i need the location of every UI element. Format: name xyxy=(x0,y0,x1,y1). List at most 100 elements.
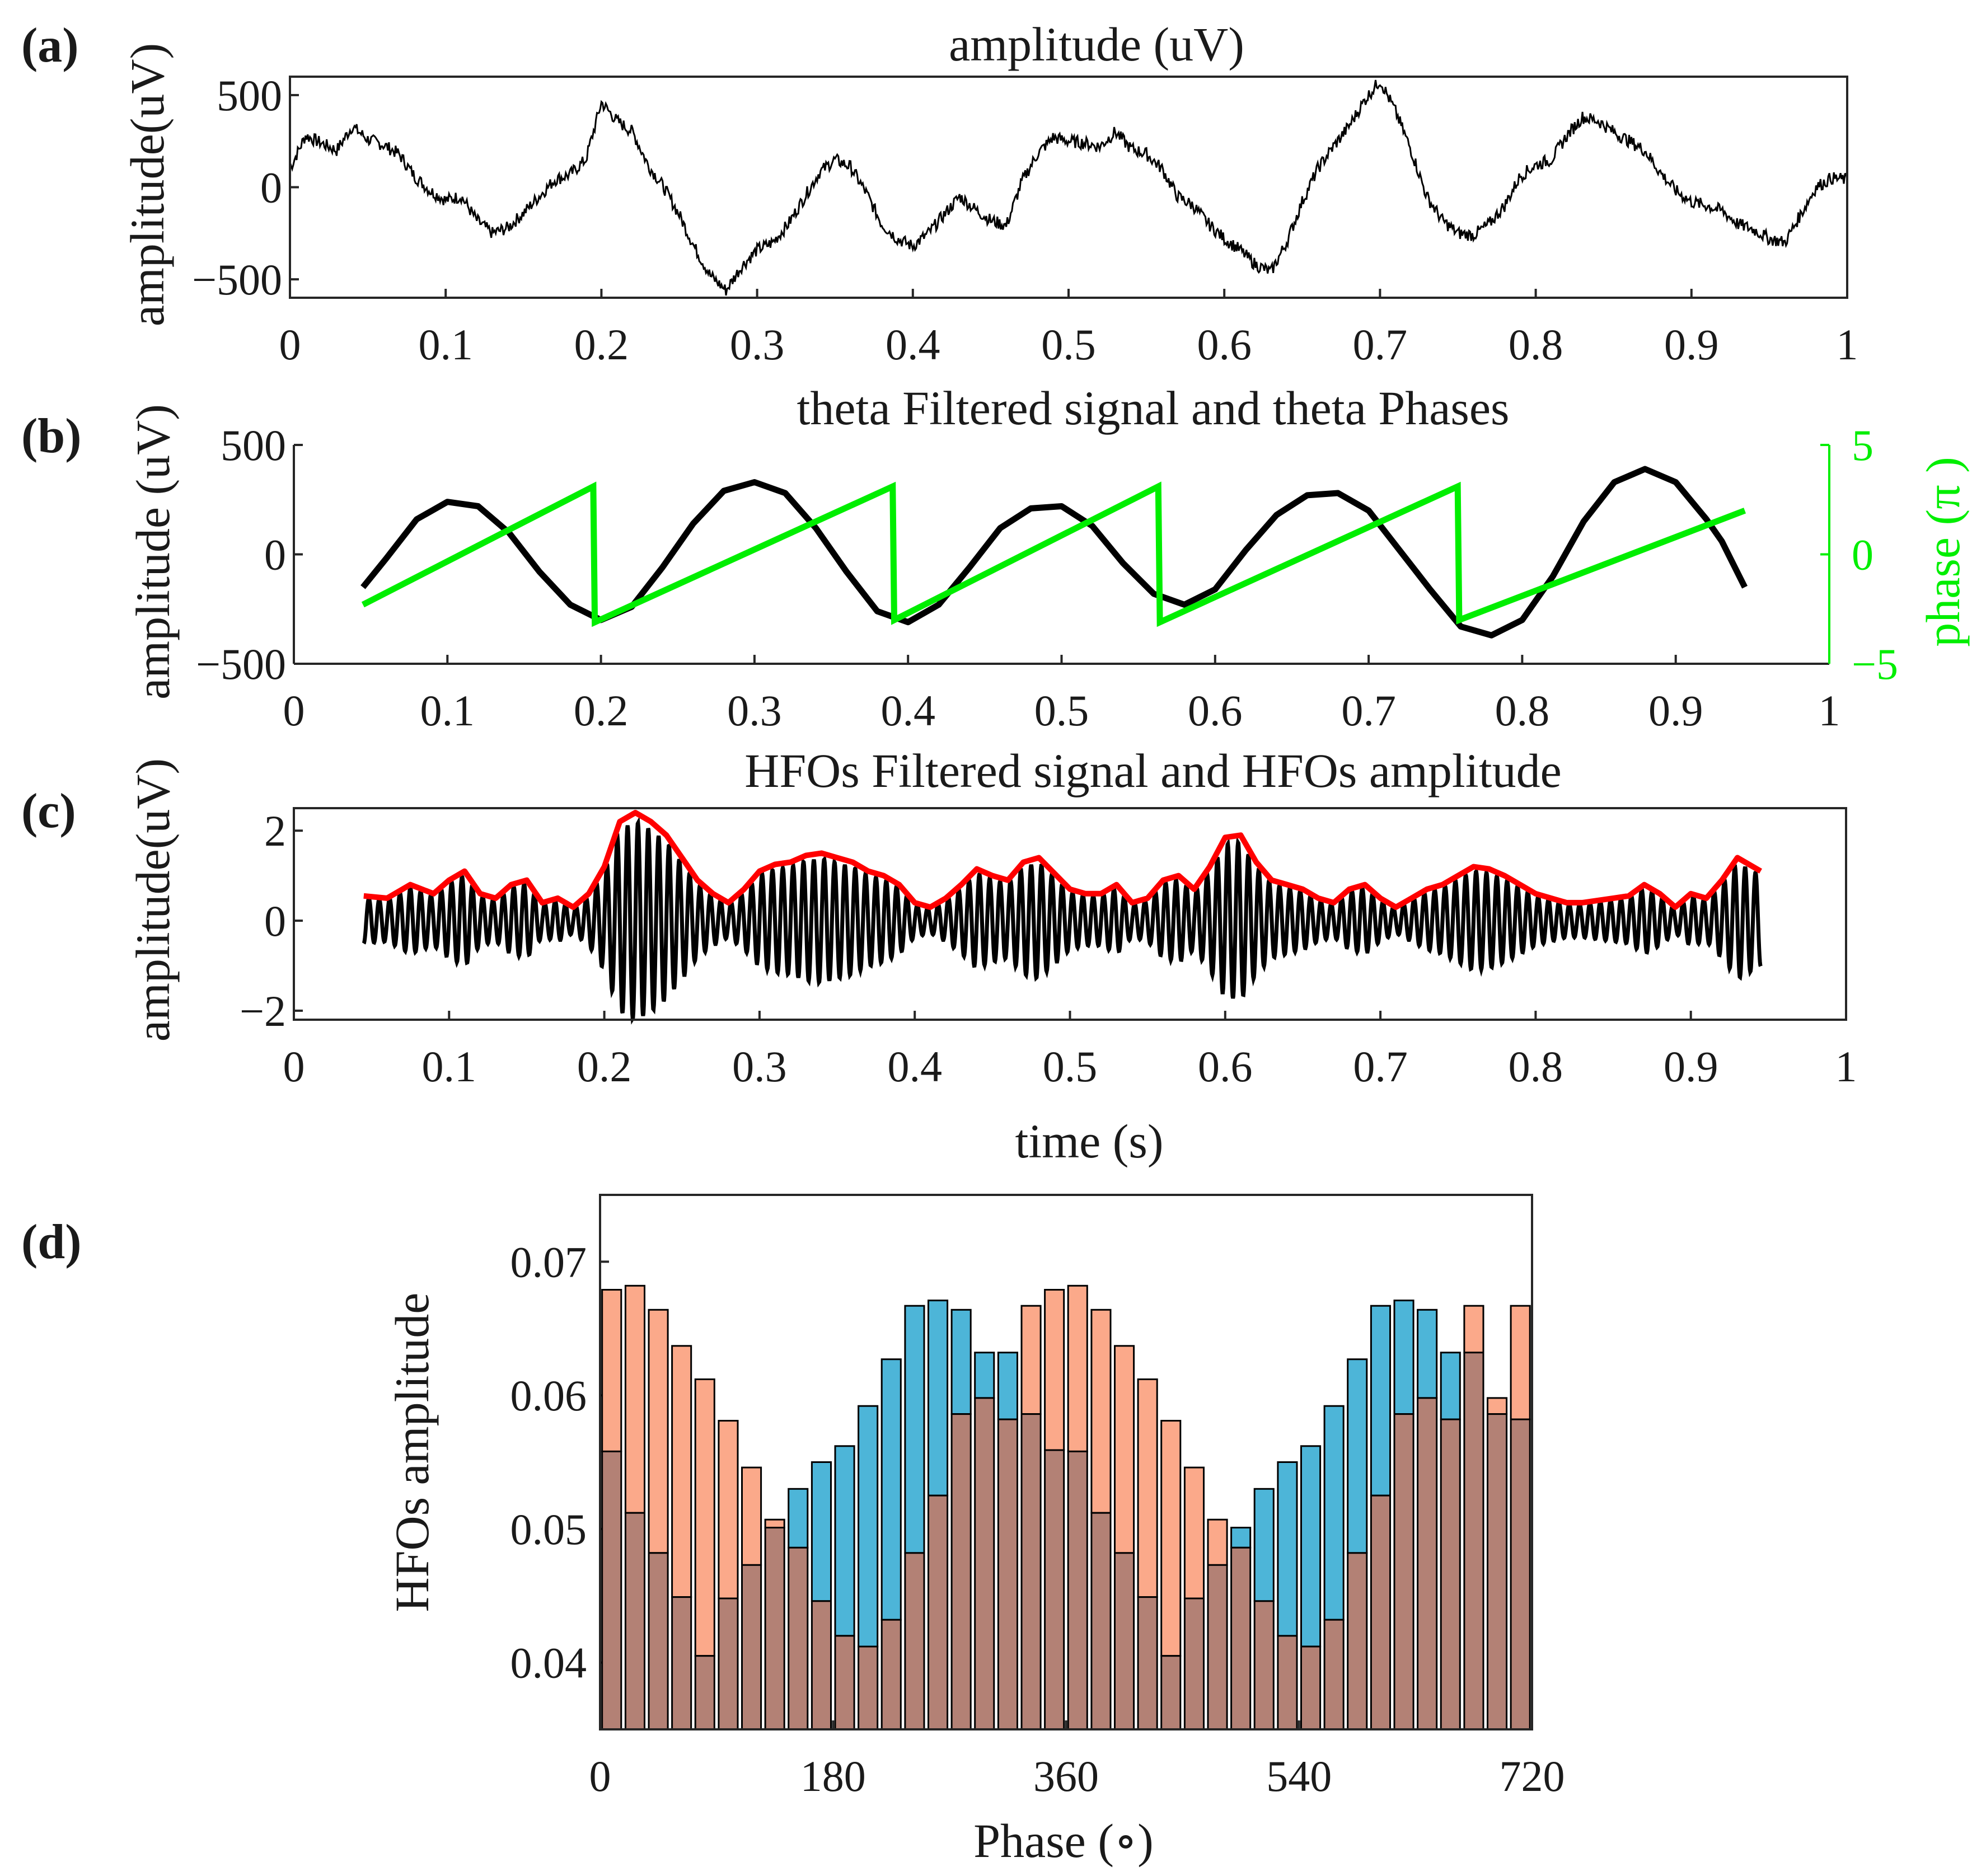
bar-overlap xyxy=(928,1494,949,1730)
bar-overlap xyxy=(1300,1645,1322,1730)
bar-orange xyxy=(671,1345,692,1598)
bar-orange xyxy=(1207,1518,1228,1566)
panel-b-xtick-label: 0.4 xyxy=(880,686,935,735)
bar-orange xyxy=(1020,1305,1042,1415)
panel-a-xtick-label: 0.9 xyxy=(1664,320,1719,369)
panel-c-ytick-label: 0 xyxy=(264,897,286,945)
panel-b-data xyxy=(360,466,1748,639)
bar-overlap xyxy=(718,1597,739,1730)
panel-c-xtick-label: 0.8 xyxy=(1509,1042,1563,1091)
panel-d-ytick-label: 0.06 xyxy=(510,1371,587,1420)
bar-overlap xyxy=(1253,1600,1275,1730)
bar-overlap xyxy=(950,1413,972,1730)
panel-a-xtick-label: 0.7 xyxy=(1353,320,1408,369)
bar-blue xyxy=(1393,1300,1414,1415)
bar-overlap xyxy=(1370,1494,1391,1730)
panel-d-xtick-label: 540 xyxy=(1266,1752,1332,1800)
panel-c-label: (c) xyxy=(21,784,76,838)
panel-d-xtick-label: 720 xyxy=(1500,1752,1565,1800)
panel-b-title: theta Filtered signal and theta Phases xyxy=(797,381,1510,435)
panel-b-xtick-label: 0.6 xyxy=(1188,686,1243,735)
panel-c-ytick-label: −2 xyxy=(240,987,286,1035)
bar-overlap xyxy=(1183,1597,1205,1730)
bar-blue xyxy=(1323,1405,1345,1621)
panel-c-ylabel: amplitude(uV) xyxy=(126,758,180,1042)
panel-c-axes-frame xyxy=(293,807,1847,1021)
panel-d-ticks: 0 180 360 540 720 0.07 0.06 0.05 0.04 xyxy=(510,1237,1565,1800)
panel-c-xtick-label: 0 xyxy=(283,1042,305,1091)
bar-overlap xyxy=(858,1645,879,1730)
bar-overlap xyxy=(1067,1450,1088,1730)
bar-overlap xyxy=(1230,1546,1252,1730)
panel-b-ytick-right-label: 0 xyxy=(1852,531,1873,579)
bar-blue xyxy=(834,1445,855,1637)
panel-a-label: (a) xyxy=(21,18,79,73)
bar-overlap xyxy=(1417,1397,1438,1730)
panel-b: (b) theta Filtered signal and theta Phas… xyxy=(21,381,1970,735)
bar-overlap xyxy=(1463,1352,1484,1730)
bar-orange xyxy=(1510,1305,1531,1420)
panel-b-ticks: 0 0.1 0.2 0.3 0.4 0.5 0.6 0.7 0.8 0.9 15000−50050−… xyxy=(196,421,1898,735)
panel-d-xtick-label: 0 xyxy=(589,1752,611,1800)
bar-orange xyxy=(1463,1305,1484,1354)
bar-blue xyxy=(811,1461,832,1602)
bar-overlap xyxy=(1347,1552,1368,1730)
bar-orange xyxy=(624,1284,646,1514)
bar-orange xyxy=(1090,1308,1112,1514)
bar-overlap xyxy=(601,1450,622,1730)
panel-a-data xyxy=(289,79,1848,296)
panel-b-xtick-label: 0.7 xyxy=(1341,686,1396,735)
bar-overlap xyxy=(671,1596,692,1730)
panel-c: (c) HFOs Filtered signal and HFOs amplit… xyxy=(21,744,1857,1168)
bar-overlap xyxy=(997,1418,1019,1730)
bar-blue xyxy=(950,1308,972,1415)
bar-overlap xyxy=(1160,1655,1182,1730)
panel-a-ytick-label: 500 xyxy=(217,71,282,120)
bar-blue xyxy=(788,1488,809,1549)
theta-phase-line xyxy=(361,481,1746,627)
bar-overlap xyxy=(1510,1418,1531,1730)
bar-overlap xyxy=(880,1619,902,1730)
bar-blue xyxy=(1440,1352,1461,1420)
bar-blue xyxy=(880,1358,902,1621)
panel-c-xtick-label: 0.5 xyxy=(1043,1042,1098,1091)
panel-c-xtick-label: 0.1 xyxy=(422,1042,477,1091)
bar-orange xyxy=(718,1420,739,1600)
bar-orange xyxy=(1044,1289,1065,1451)
bar-blue xyxy=(928,1300,949,1497)
bar-overlap xyxy=(1207,1564,1228,1730)
bar-overlap xyxy=(1044,1449,1065,1730)
bar-overlap xyxy=(1090,1512,1112,1730)
panel-c-xtick-label: 0.3 xyxy=(732,1042,787,1091)
panel-b-xtick-label: 0.1 xyxy=(420,686,475,735)
bar-overlap xyxy=(648,1552,669,1730)
panel-c-xtick-label: 0.7 xyxy=(1353,1042,1408,1091)
panel-d-xlabel: Phase (∘) xyxy=(973,1814,1154,1868)
bar-overlap xyxy=(1020,1413,1042,1730)
bar-overlap xyxy=(694,1655,715,1730)
bar-orange xyxy=(694,1378,715,1657)
bar-blue xyxy=(1370,1305,1391,1497)
panel-a-xtick-label: 0 xyxy=(279,320,301,369)
panel-d-ytick-label: 0.04 xyxy=(510,1639,587,1687)
panel-a-xtick-label: 0.8 xyxy=(1509,320,1563,369)
panel-b-xtick-label: 0.5 xyxy=(1034,686,1089,735)
panel-b-xtick-label: 0 xyxy=(283,686,305,735)
bar-blue xyxy=(1277,1461,1298,1637)
bar-blue xyxy=(997,1352,1019,1420)
panel-b-ylabel: amplitude (uV) xyxy=(126,404,180,700)
bar-blue xyxy=(1347,1358,1368,1554)
bar-overlap xyxy=(974,1397,995,1730)
bar-overlap xyxy=(788,1546,809,1730)
panel-a-ytick-label: −500 xyxy=(192,255,282,304)
panel-a-ytick-label: 0 xyxy=(260,163,282,212)
panel-b-xtick-label: 1 xyxy=(1819,686,1840,735)
bar-blue xyxy=(1253,1488,1275,1602)
bar-orange xyxy=(1137,1378,1158,1598)
bar-overlap xyxy=(904,1552,925,1730)
panel-c-xtick-label: 0.2 xyxy=(577,1042,632,1091)
bar-overlap xyxy=(624,1512,646,1730)
panel-d-xtick-label: 180 xyxy=(800,1752,866,1800)
panel-a-xtick-label: 0.4 xyxy=(886,320,940,369)
